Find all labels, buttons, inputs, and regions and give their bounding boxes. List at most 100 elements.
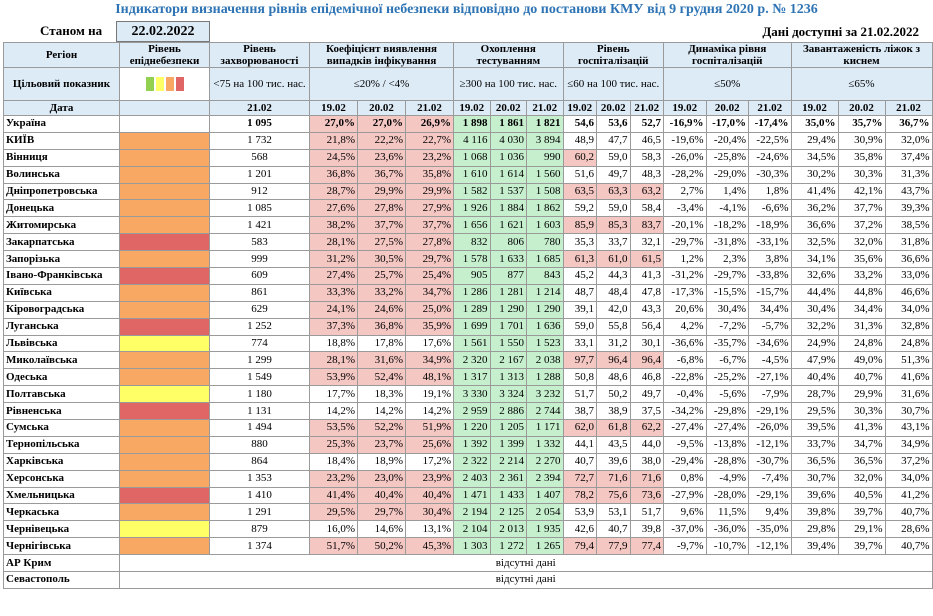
oxygen-beds: 40,7% [884, 503, 933, 522]
hospitalization: 96,4 [629, 351, 664, 370]
region-row: Чернігівська 1 374 51,7% 50,2% 45,3% 1 303 1 2… [3, 537, 933, 556]
coefficient: 17,2% [405, 452, 454, 471]
coefficient: 38,2% [309, 216, 358, 235]
testing: 1 471 [453, 486, 491, 505]
testing: 1 313 [489, 368, 527, 387]
hosp-dynamics: -17,0% [705, 115, 749, 133]
region-row: Львівська 774 18,8% 17,8% 17,6% 1 561 1 550 1 5… [3, 334, 933, 353]
no-data: відсутні дані [119, 554, 933, 573]
oxygen-beds: 34,7% [837, 435, 886, 454]
oxygen-beds: 30,7% [884, 402, 933, 421]
testing: 1 701 [489, 317, 527, 336]
target: ≤65% [790, 67, 933, 101]
testing: 1 508 [526, 182, 564, 201]
date: 20.02 [489, 100, 527, 116]
hospitalization: 48,7 [562, 283, 597, 302]
date: 21.02 [526, 100, 564, 116]
hosp-dynamics: -15,5% [705, 283, 749, 302]
testing: 1 884 [489, 199, 527, 218]
hosp-dynamics: 3,8% [748, 250, 792, 269]
coefficient: 18,8% [309, 334, 358, 353]
testing: 1 205 [489, 419, 527, 437]
hospitalization: 47,8 [629, 283, 664, 302]
level-cell [119, 148, 210, 167]
oxygen-beds: 28,6% [884, 520, 933, 539]
indicator-table: Регіон Рівень епіднебезпеки Рівень захворю… [3, 42, 933, 589]
hosp-dynamics: -26,0% [663, 148, 707, 167]
testing: 1 610 [453, 165, 491, 184]
region: АР Крим [3, 554, 120, 573]
coefficient: 14,6% [357, 520, 406, 539]
testing: 1 289 [453, 300, 491, 319]
testing: 1 935 [526, 520, 564, 539]
no-data: відсутні дані [119, 571, 933, 589]
testing: 2 167 [489, 351, 527, 370]
testing: 1 699 [453, 317, 491, 336]
level-cell [119, 503, 210, 522]
testing: 2 270 [526, 452, 564, 471]
coefficient: 28,1% [309, 233, 358, 252]
date-empty [119, 100, 210, 116]
oxygen-beds: 32,6% [790, 267, 839, 285]
coefficient: 40,4% [357, 486, 406, 505]
column-header: Рівень епіднебезпеки [119, 42, 210, 68]
level-cell [119, 267, 210, 285]
testing: 2 104 [453, 520, 491, 539]
region: Львівська [3, 334, 120, 353]
testing: 2 038 [526, 351, 564, 370]
testing: 3 894 [526, 131, 564, 150]
as-of-label: Станом на [40, 23, 103, 38]
oxygen-beds: 39,3% [884, 199, 933, 218]
oxygen-beds: 29,9% [837, 385, 886, 404]
hospitalization: 58,3 [629, 148, 664, 167]
testing: 2 125 [489, 503, 527, 522]
coefficient: 29,7% [405, 250, 454, 269]
oxygen-beds: 35,8% [837, 148, 886, 167]
region-row: Полтавська 1 180 17,7% 18,3% 19,1% 3 330 3 324… [3, 385, 933, 404]
coefficient: 24,5% [309, 148, 358, 167]
hospitalization: 48,6 [596, 368, 631, 387]
oxygen-beds: 32,0% [837, 469, 886, 488]
hospitalization: 71,6 [596, 469, 631, 488]
oxygen-beds: 34,9% [884, 435, 933, 454]
hospitalization: 48,4 [596, 283, 631, 302]
oxygen-beds: 40,5% [837, 486, 886, 505]
hosp-dynamics: -5,6% [705, 385, 749, 404]
testing: 2 886 [489, 402, 527, 421]
incidence: 1 291 [209, 503, 310, 522]
testing: 2 013 [489, 520, 527, 539]
oxygen-beds: 39,4% [790, 537, 839, 556]
hosp-dynamics: -28,8% [705, 452, 749, 471]
testing: 1 265 [526, 537, 564, 556]
hosp-dynamics: 4,2% [663, 317, 707, 336]
date: 21.02 [209, 100, 310, 116]
coefficient: 27,5% [357, 233, 406, 252]
level-cell [119, 115, 210, 133]
hosp-dynamics: 0,8% [663, 469, 707, 488]
hosp-dynamics: -12,1% [748, 435, 792, 454]
coefficient: 27,8% [405, 233, 454, 252]
level-cell [119, 486, 210, 505]
hosp-dynamics: 9,4% [748, 503, 792, 522]
region: Вінниця [3, 148, 120, 167]
target: ≤50% [663, 67, 792, 101]
oxygen-beds: 37,2% [884, 452, 933, 471]
oxygen-beds: 34,1% [790, 250, 839, 269]
oxygen-beds: 40,7% [837, 368, 886, 387]
hospitalization: 63,5 [562, 182, 597, 201]
coefficient: 25,6% [405, 435, 454, 454]
coefficient: 22,2% [357, 131, 406, 150]
testing: 1 685 [526, 250, 564, 269]
date-label: Дата [3, 100, 120, 116]
target: ≥300 на 100 тис. нас. [453, 67, 564, 101]
coefficient: 27,4% [309, 267, 358, 285]
testing: 4 030 [489, 131, 527, 150]
coefficient: 16,0% [309, 520, 358, 539]
oxygen-beds: 35,6% [837, 250, 886, 269]
incidence: 583 [209, 233, 310, 252]
hosp-dynamics: -17,3% [663, 283, 707, 302]
coefficient: 28,1% [309, 351, 358, 370]
oxygen-beds: 43,1% [884, 419, 933, 437]
testing: 1 272 [489, 537, 527, 556]
oxygen-beds: 32,2% [790, 317, 839, 336]
